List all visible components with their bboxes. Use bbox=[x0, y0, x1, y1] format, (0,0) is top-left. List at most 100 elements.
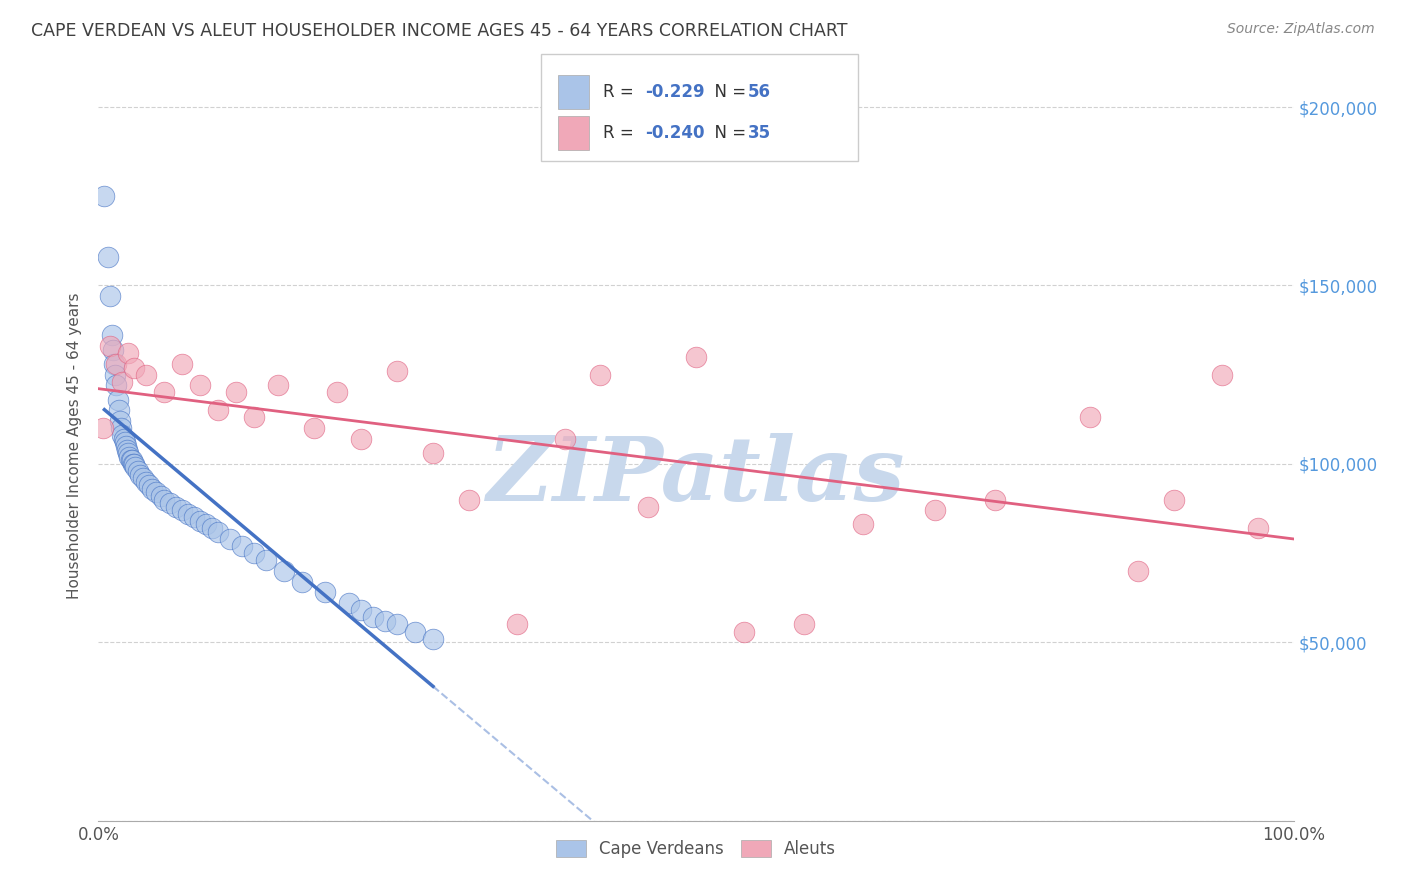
Point bbox=[1247, 521, 1270, 535]
Point bbox=[135, 368, 157, 382]
Point bbox=[120, 453, 142, 467]
Point bbox=[1128, 564, 1150, 578]
Text: ZIPatlas: ZIPatlas bbox=[488, 433, 904, 519]
Point bbox=[177, 507, 200, 521]
Y-axis label: Householder Income Ages 45 - 64 years: Householder Income Ages 45 - 64 years bbox=[67, 293, 83, 599]
Point bbox=[852, 517, 875, 532]
Point bbox=[172, 357, 194, 371]
Point bbox=[138, 478, 160, 492]
Point bbox=[225, 385, 247, 400]
Point bbox=[103, 357, 125, 371]
Point bbox=[121, 453, 143, 467]
Point bbox=[118, 450, 141, 464]
Text: 56: 56 bbox=[748, 83, 770, 101]
Point bbox=[108, 414, 131, 428]
Point bbox=[149, 489, 172, 503]
Point bbox=[122, 457, 145, 471]
Point bbox=[201, 521, 224, 535]
Point bbox=[100, 328, 122, 343]
Point bbox=[207, 524, 229, 539]
Point bbox=[153, 492, 176, 507]
Point bbox=[159, 496, 181, 510]
Point bbox=[350, 432, 373, 446]
Legend: Cape Verdeans, Aleuts: Cape Verdeans, Aleuts bbox=[550, 833, 842, 864]
Text: CAPE VERDEAN VS ALEUT HOUSEHOLDER INCOME AGES 45 - 64 YEARS CORRELATION CHART: CAPE VERDEAN VS ALEUT HOUSEHOLDER INCOME… bbox=[31, 22, 848, 40]
Point bbox=[91, 421, 114, 435]
Point bbox=[506, 617, 529, 632]
Point bbox=[793, 617, 815, 632]
Point bbox=[112, 432, 135, 446]
Text: R =: R = bbox=[603, 83, 640, 101]
Point bbox=[98, 289, 122, 303]
Text: N =: N = bbox=[704, 124, 752, 142]
Point bbox=[188, 514, 211, 528]
Point bbox=[101, 343, 124, 357]
Text: -0.229: -0.229 bbox=[645, 83, 704, 101]
Point bbox=[984, 492, 1007, 507]
Point bbox=[267, 378, 290, 392]
Point bbox=[339, 596, 361, 610]
Point bbox=[243, 410, 266, 425]
Point bbox=[105, 357, 128, 371]
Point bbox=[188, 378, 211, 392]
Point bbox=[107, 403, 129, 417]
Point bbox=[129, 467, 152, 482]
Point bbox=[315, 585, 337, 599]
Point bbox=[1211, 368, 1233, 382]
Point bbox=[165, 500, 187, 514]
Point bbox=[131, 471, 153, 485]
Text: -0.240: -0.240 bbox=[645, 124, 704, 142]
Point bbox=[302, 421, 325, 435]
Point bbox=[231, 539, 253, 553]
Point bbox=[97, 250, 120, 264]
Point bbox=[385, 364, 409, 378]
Point bbox=[115, 439, 138, 453]
Point bbox=[153, 385, 176, 400]
Point bbox=[117, 446, 139, 460]
Point bbox=[124, 457, 146, 471]
Text: R =: R = bbox=[603, 124, 640, 142]
Point bbox=[458, 492, 481, 507]
Point bbox=[637, 500, 659, 514]
Point bbox=[98, 339, 122, 353]
Point bbox=[291, 574, 314, 589]
Point bbox=[350, 603, 373, 617]
Point bbox=[363, 610, 385, 624]
Point bbox=[93, 189, 115, 203]
Text: 35: 35 bbox=[748, 124, 770, 142]
Point bbox=[111, 428, 134, 442]
Point bbox=[219, 532, 242, 546]
Point bbox=[115, 442, 138, 457]
Text: Source: ZipAtlas.com: Source: ZipAtlas.com bbox=[1227, 22, 1375, 37]
Point bbox=[145, 485, 167, 500]
Point bbox=[127, 464, 149, 478]
Point bbox=[422, 632, 444, 646]
Point bbox=[404, 624, 426, 639]
Point bbox=[195, 517, 218, 532]
Point bbox=[924, 503, 946, 517]
Text: N =: N = bbox=[704, 83, 752, 101]
Point bbox=[183, 510, 205, 524]
Point bbox=[422, 446, 444, 460]
Point bbox=[105, 378, 128, 392]
Point bbox=[733, 624, 755, 639]
Point bbox=[124, 460, 146, 475]
Point bbox=[207, 403, 229, 417]
Point bbox=[114, 435, 136, 450]
Point bbox=[374, 614, 396, 628]
Point bbox=[172, 503, 194, 517]
Point bbox=[589, 368, 612, 382]
Point bbox=[1163, 492, 1185, 507]
Point bbox=[141, 482, 163, 496]
Point bbox=[326, 385, 349, 400]
Point bbox=[104, 368, 127, 382]
Point bbox=[135, 475, 157, 489]
Point bbox=[685, 350, 707, 364]
Point bbox=[273, 564, 295, 578]
Point bbox=[111, 375, 134, 389]
Point bbox=[254, 553, 277, 567]
Point bbox=[385, 617, 409, 632]
Point bbox=[124, 360, 146, 375]
Point bbox=[107, 392, 129, 407]
Point bbox=[554, 432, 576, 446]
